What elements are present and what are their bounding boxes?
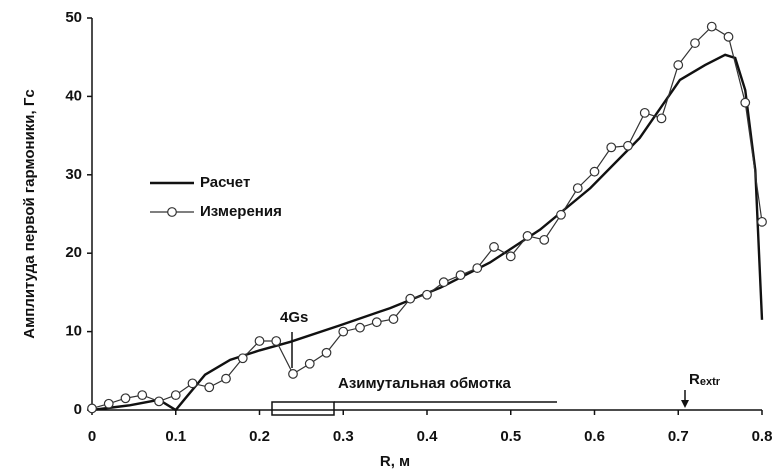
data-point <box>639 107 650 118</box>
data-point <box>422 289 432 300</box>
data-point <box>154 396 164 407</box>
data-point <box>221 373 231 384</box>
data-point <box>120 393 131 404</box>
data-point <box>455 270 466 281</box>
data-point <box>371 317 382 328</box>
x-tick-label: 0.1 <box>165 428 186 445</box>
x-tick-label: 0.3 <box>333 428 354 445</box>
annotation: 4Gs <box>280 309 308 326</box>
winding-box <box>271 401 335 416</box>
x-tick-label: 0.7 <box>668 428 689 445</box>
data-point <box>170 390 181 401</box>
data-point <box>355 322 365 333</box>
data-point <box>589 166 600 177</box>
data-point <box>740 97 751 108</box>
y-tick-label: 10 <box>65 323 82 340</box>
y-tick-label: 30 <box>65 166 82 183</box>
data-point <box>204 382 215 393</box>
series-line <box>91 25 763 410</box>
legend-marker <box>167 207 177 217</box>
data-point <box>304 358 315 369</box>
data-point <box>623 140 633 151</box>
data-point <box>438 277 449 288</box>
x-tick-label: 0.2 <box>249 428 270 445</box>
data-point <box>187 378 198 389</box>
data-point <box>254 336 265 346</box>
data-point <box>405 293 416 304</box>
rextr-arrow-head <box>681 400 689 408</box>
data-point <box>87 403 97 414</box>
data-point <box>489 242 499 252</box>
annotation: R <box>689 371 700 388</box>
annotation: Азимутальная обмотка <box>338 375 511 392</box>
x-tick-label: 0.8 <box>752 428 773 445</box>
legend-label: Измерения <box>200 203 282 220</box>
data-point <box>572 183 583 194</box>
data-point <box>338 326 349 337</box>
data-point <box>556 209 566 220</box>
data-point <box>137 390 148 401</box>
data-point <box>321 347 332 358</box>
data-point <box>757 216 767 227</box>
y-axis-label: Амплитуда первой гармоники, Гс <box>21 89 38 338</box>
legend-label: Расчет <box>200 174 250 191</box>
y-tick-label: 40 <box>65 87 82 104</box>
data-point <box>522 231 533 241</box>
x-tick-label: 0.5 <box>500 428 521 445</box>
annotation: extr <box>700 376 721 388</box>
data-point <box>606 142 617 153</box>
annotation: Rextr <box>689 371 721 388</box>
data-point <box>539 234 550 245</box>
data-point <box>472 263 483 273</box>
data-point <box>388 314 399 324</box>
data-point <box>706 21 717 32</box>
data-point <box>690 38 700 48</box>
data-point <box>673 60 684 70</box>
data-point <box>505 251 516 262</box>
data-point <box>237 353 248 364</box>
series-line <box>91 53 764 412</box>
data-point <box>656 113 667 124</box>
y-tick-label: 0 <box>74 401 82 418</box>
data-point <box>288 369 298 379</box>
y-tick-label: 50 <box>65 9 82 26</box>
x-tick-label: 0.6 <box>584 428 605 445</box>
x-tick-label: 0.4 <box>417 428 439 445</box>
x-tick-label: 0 <box>88 428 96 445</box>
data-point <box>723 31 734 42</box>
data-point <box>271 336 282 346</box>
y-tick-label: 20 <box>65 244 82 261</box>
x-axis-label: R, м <box>380 453 410 470</box>
data-point <box>103 398 114 409</box>
